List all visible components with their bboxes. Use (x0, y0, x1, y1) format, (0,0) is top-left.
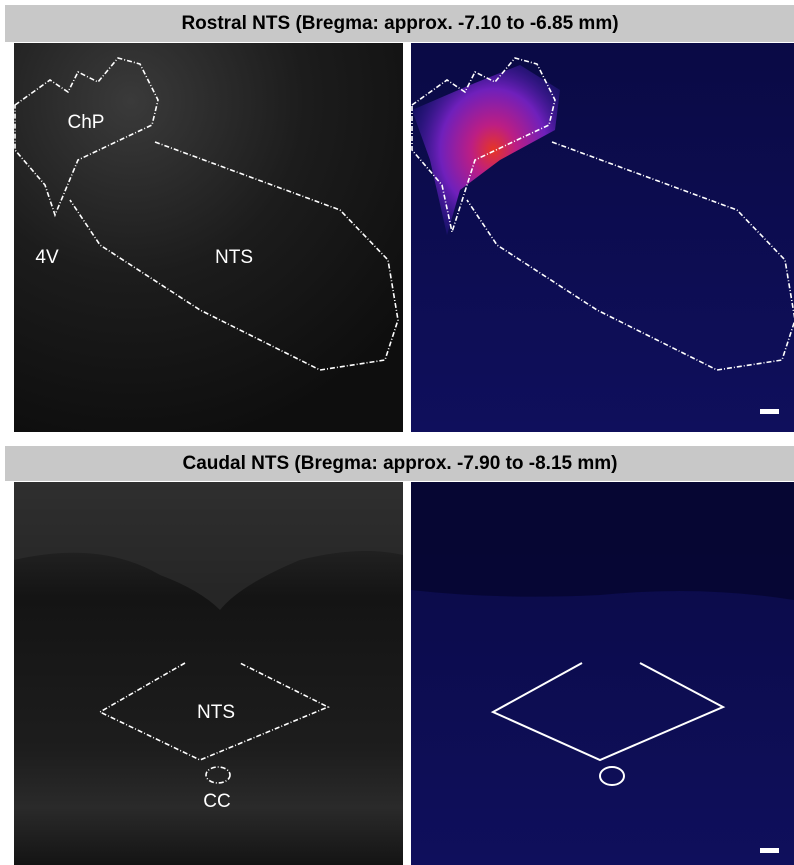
region-label: CC (203, 791, 230, 812)
region-label: ChP (68, 112, 105, 133)
region-label: NTS (197, 702, 235, 723)
tissue-edge (411, 482, 794, 600)
image-panel (14, 43, 403, 432)
region-label: NTS (215, 247, 253, 268)
scale-bar (760, 848, 779, 853)
region-label: 4V (35, 247, 59, 268)
scale-bar (760, 409, 779, 414)
section-title: Caudal NTS (Bregma: approx. -7.90 to -8.… (183, 453, 618, 474)
section-title: Rostral NTS (Bregma: approx. -7.10 to -6… (181, 13, 618, 34)
figure: Rostral NTS (Bregma: approx. -7.10 to -6… (0, 0, 794, 865)
